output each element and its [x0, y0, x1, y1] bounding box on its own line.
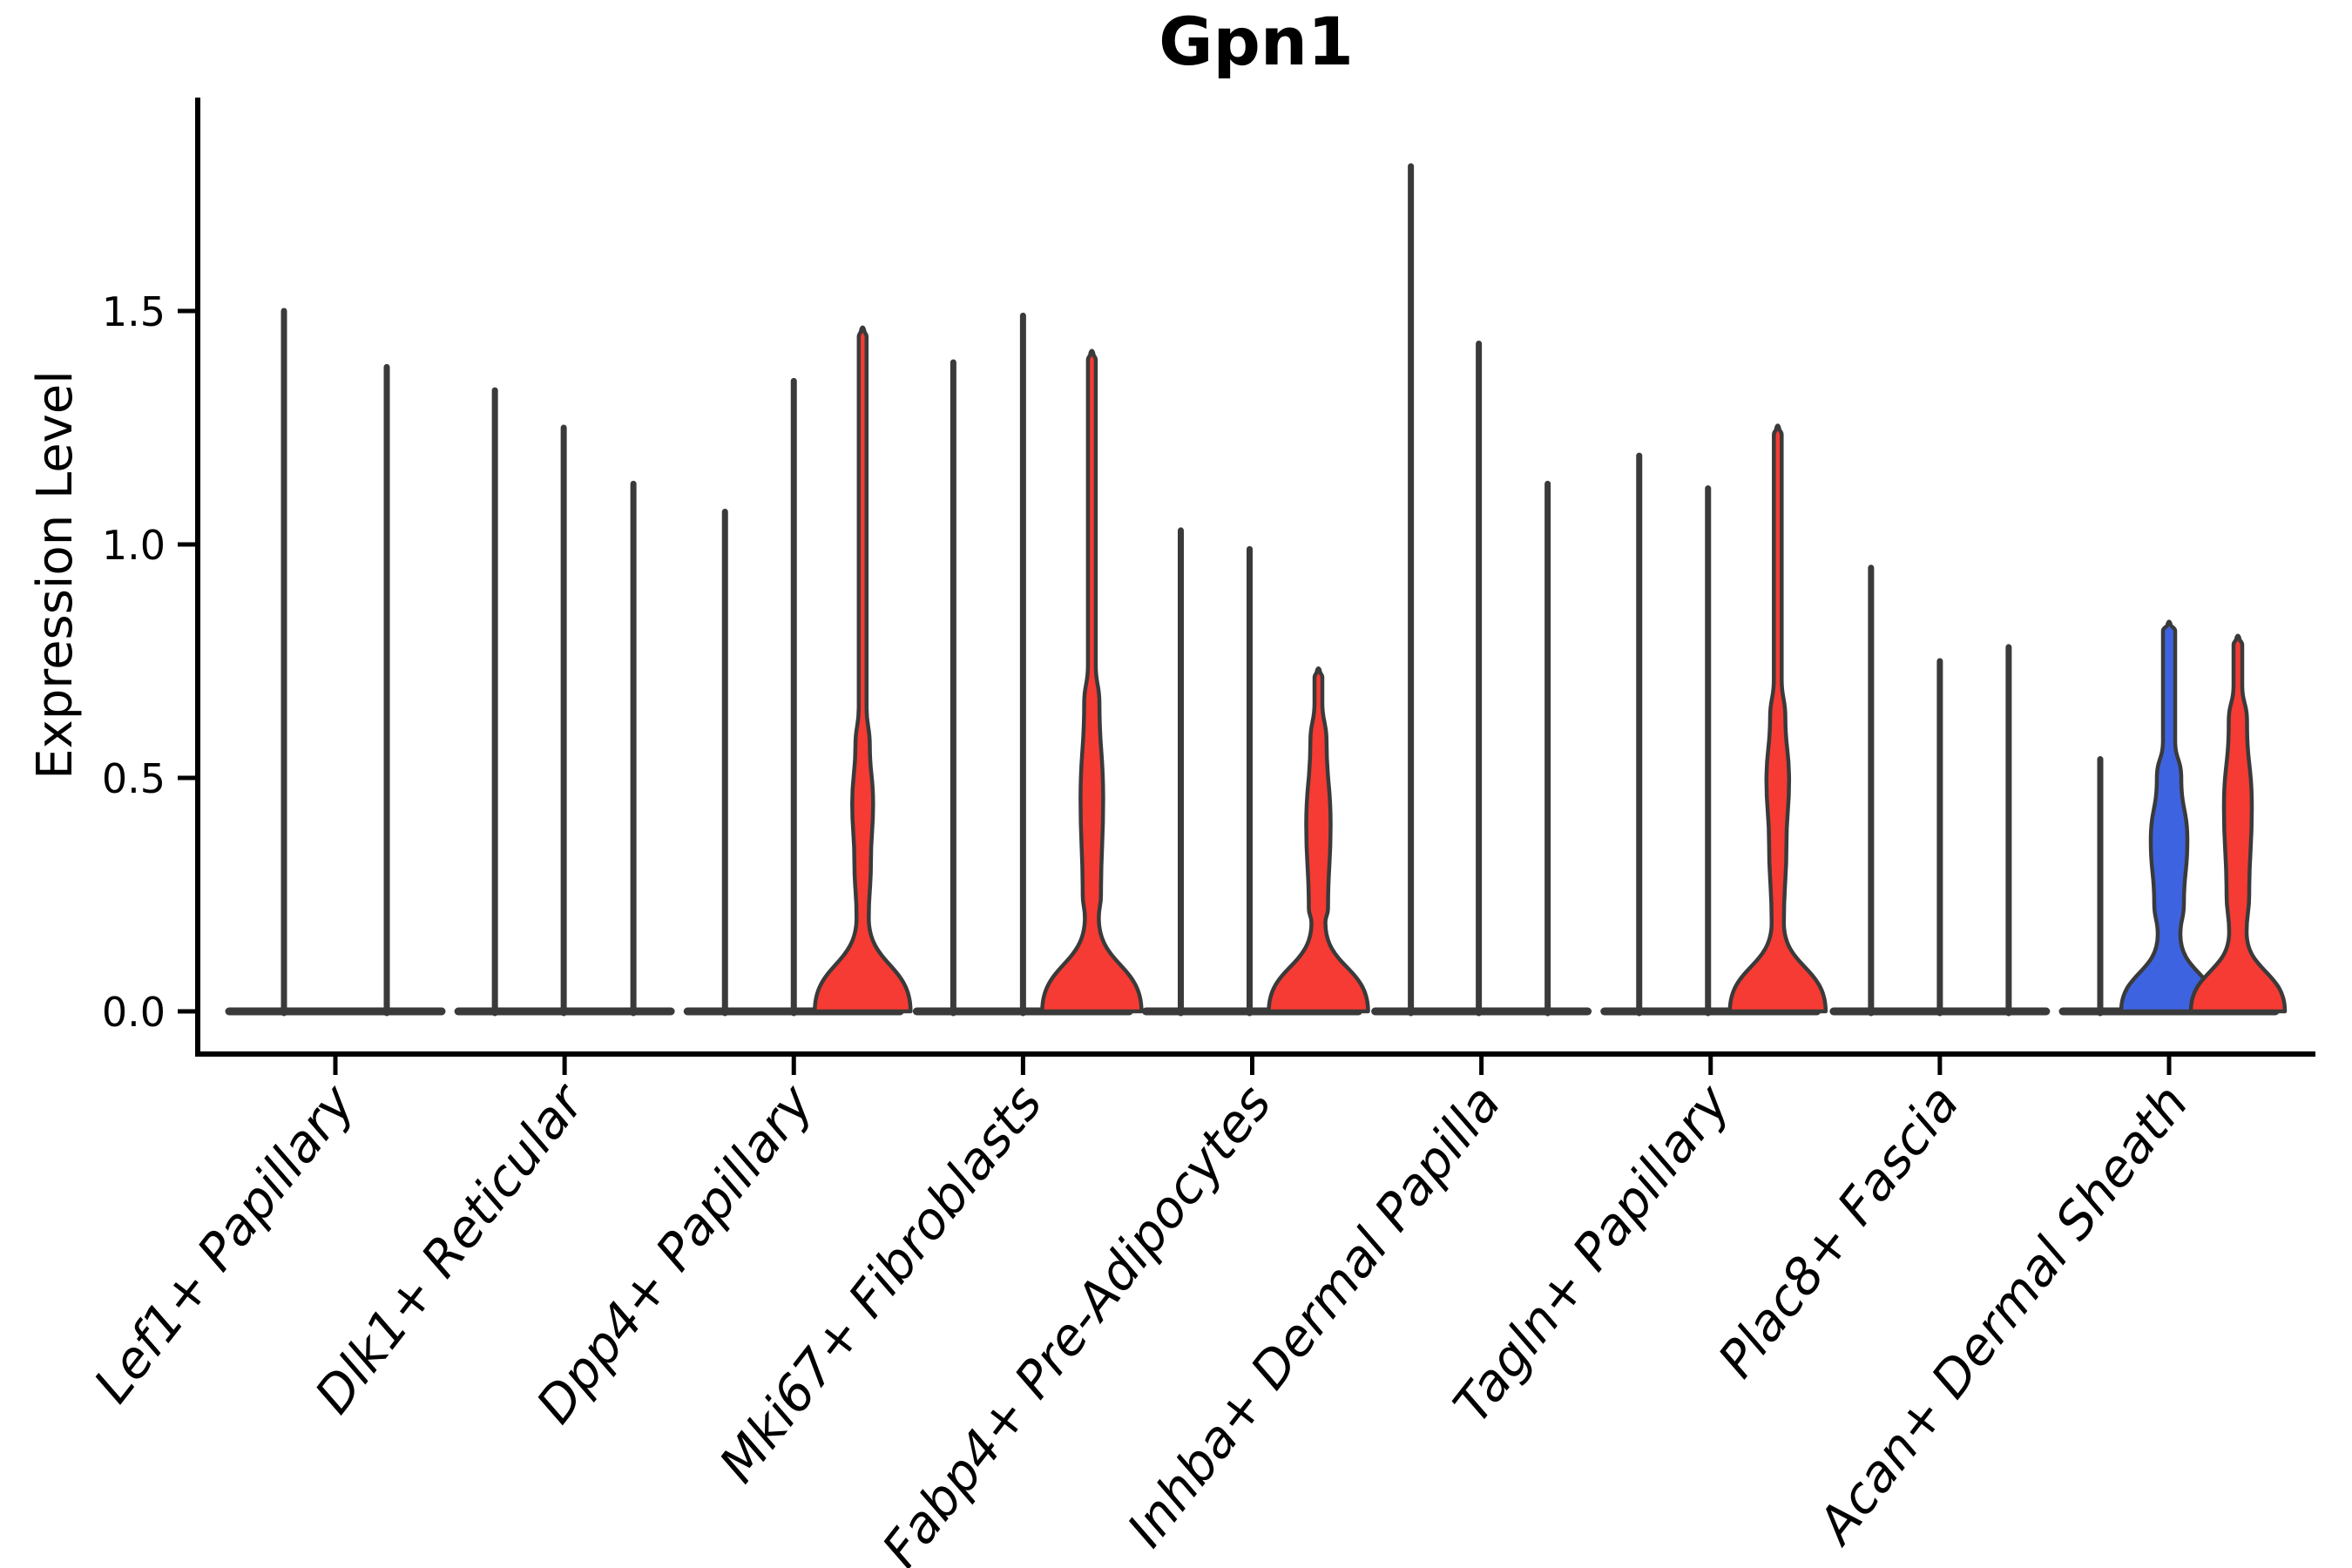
- plot-title: Gpn1: [1159, 3, 1354, 80]
- violin-body-red: [813, 325, 913, 1014]
- x-tick-label: Inhba+ Dermal Papilla: [1116, 1074, 1512, 1558]
- x-tick-label: Fabp4+ Pre-Adipocytes: [870, 1074, 1282, 1568]
- y-axis-label: Expression Level: [27, 370, 84, 780]
- y-tick-label-0.0: 0.0: [102, 989, 166, 1036]
- category-group: [1600, 423, 1828, 1017]
- violin-body-red: [1267, 666, 1370, 1014]
- violins-layer: [225, 163, 2288, 1017]
- violin-body-blue: [2119, 619, 2220, 1014]
- y-ticks: [178, 308, 198, 1014]
- y-tick-labels: 0.0 0.5 1.0 1.5: [102, 288, 166, 1036]
- category-group: [225, 308, 446, 1017]
- y-tick-label-0.5: 0.5: [102, 755, 166, 802]
- category-group: [912, 312, 1144, 1017]
- x-ticks: [333, 1054, 2172, 1075]
- category-group: [683, 325, 913, 1017]
- x-tick-label: Plac8+ Fascia: [1707, 1074, 1970, 1389]
- category-group: [1371, 163, 1592, 1017]
- y-tick-label-1.0: 1.0: [102, 522, 166, 569]
- violin-body-red: [1727, 423, 1828, 1014]
- category-group: [1142, 527, 1370, 1017]
- y-tick-label-1.5: 1.5: [102, 288, 166, 335]
- violin-body-red: [2188, 633, 2288, 1014]
- category-group: [2058, 619, 2288, 1017]
- x-tick-label: Acan+ Dermal Sheath: [1804, 1074, 2200, 1557]
- category-group: [1829, 564, 2051, 1017]
- violin-body-red: [1040, 348, 1144, 1014]
- category-group: [454, 387, 675, 1017]
